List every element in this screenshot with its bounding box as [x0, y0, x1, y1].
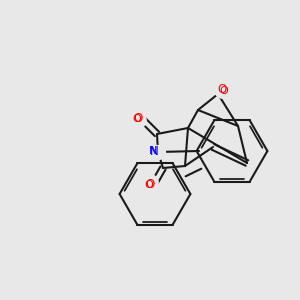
Text: O: O	[134, 112, 143, 125]
Text: O: O	[145, 178, 154, 191]
Text: N: N	[148, 146, 157, 156]
Text: O: O	[133, 113, 141, 124]
Text: O: O	[218, 83, 227, 96]
Text: O: O	[219, 86, 228, 96]
Text: N: N	[150, 145, 159, 158]
Text: O: O	[144, 180, 153, 190]
